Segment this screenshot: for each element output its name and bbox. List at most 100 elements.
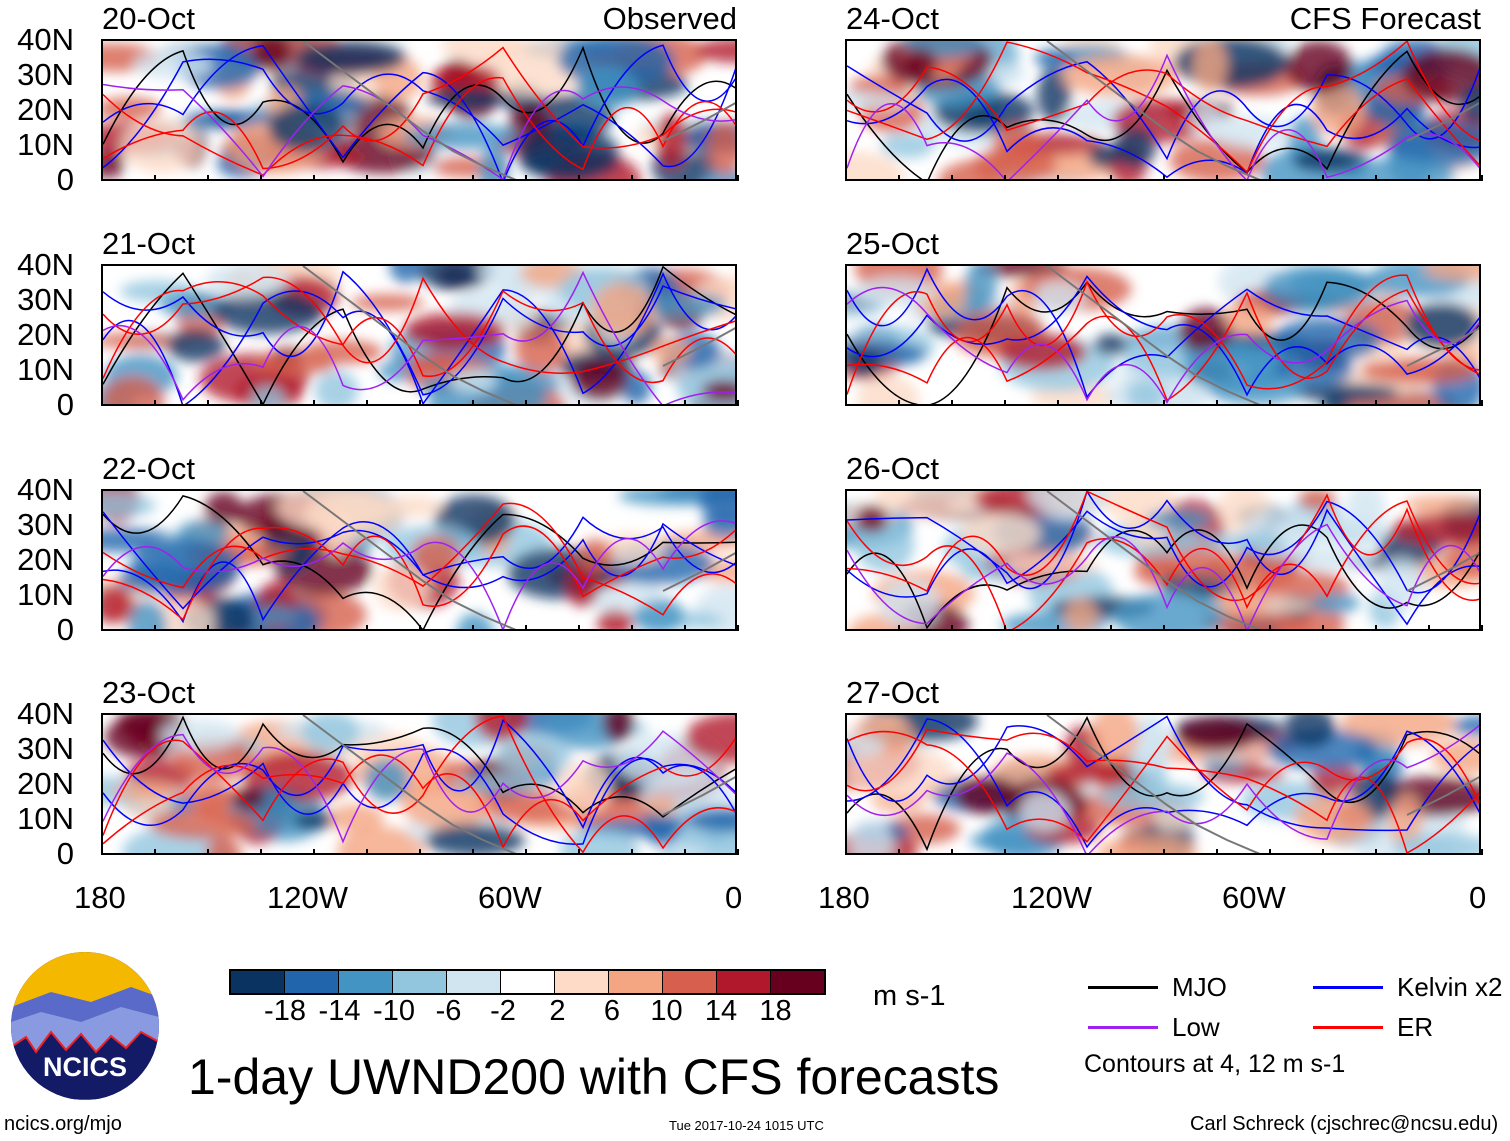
contour-line (103, 737, 735, 850)
panel-date: 21-Oct (102, 226, 196, 261)
wind-anomaly-blob (212, 289, 324, 334)
wind-anomaly-blob (707, 120, 735, 176)
lat-label: 0 (56, 387, 74, 422)
coastline (1046, 41, 1479, 179)
wind-anomaly-blob (847, 746, 954, 799)
lat-label: 10N (17, 577, 74, 612)
footer-author: Carl Schreck (cjschrec@ncsu.edu) (1190, 1113, 1499, 1135)
colorbar-swatch (663, 971, 717, 993)
lat-label: 20N (17, 766, 74, 801)
colorbar-label: -14 (318, 995, 361, 1027)
wind-anomaly-blob (1036, 67, 1072, 123)
wind-anomaly-blob (1452, 715, 1479, 736)
tick (1375, 849, 1377, 855)
lat-label: 30N (17, 731, 74, 766)
wind-anomaly-blob (1146, 509, 1212, 530)
contour-line (103, 730, 735, 844)
contour-line (847, 66, 1479, 166)
lat-label: 30N (17, 507, 74, 542)
wind-anomaly-blob (103, 97, 162, 121)
tick (1216, 625, 1218, 631)
contour-line (103, 270, 735, 396)
wind-anomaly-blob (1401, 48, 1479, 103)
lat-label: 30N (17, 282, 74, 317)
wind-anomaly-blob (1097, 834, 1198, 853)
tick (1481, 400, 1483, 406)
wind-anomaly-blob (699, 491, 735, 523)
panel-date: 22-Oct (102, 451, 196, 486)
column-title: CFS Forecast (1289, 1, 1481, 36)
wind-anomaly-blob (847, 150, 905, 179)
wind-anomaly-blob (1088, 144, 1120, 168)
contour-line (847, 500, 1479, 629)
wind-anomaly-blob (1311, 83, 1366, 137)
tick (207, 625, 209, 631)
panel-date: 24-Oct (846, 1, 940, 36)
tick (154, 625, 156, 631)
tick (207, 400, 209, 406)
contour-line (847, 274, 1479, 395)
wind-anomaly-blob (1046, 762, 1130, 784)
contour-line (847, 280, 1479, 404)
contour-line (847, 53, 1479, 179)
wind-anomaly-blob (231, 787, 267, 810)
contour-line (103, 525, 735, 621)
wind-anomaly-blob (373, 562, 430, 612)
wind-anomaly-blob (1126, 379, 1166, 404)
tick (898, 400, 900, 406)
tick (101, 849, 103, 855)
coastline (302, 491, 735, 629)
tick (898, 175, 900, 181)
wind-anomaly-blob (293, 811, 334, 831)
wind-anomaly-blob (1271, 318, 1382, 362)
tick (1322, 849, 1324, 855)
tick (419, 175, 421, 181)
colorbar-swatch (285, 971, 339, 993)
tick (525, 625, 527, 631)
panel-date: 27-Oct (846, 675, 940, 710)
colorbar-label: -10 (373, 995, 415, 1027)
legend-line (1088, 986, 1158, 989)
tick (1110, 175, 1112, 181)
panel-date: 25-Oct (846, 226, 940, 261)
wind-anomaly-blob (880, 132, 935, 159)
colorbar-swatch (393, 971, 447, 993)
wind-anomaly-blob (1178, 307, 1233, 354)
coastline (302, 715, 735, 853)
tick (1004, 400, 1006, 406)
tick (1375, 175, 1377, 181)
contour-line (103, 494, 735, 629)
legend-line (1088, 1026, 1158, 1029)
wind-anomaly-blob (133, 50, 213, 80)
wind-anomaly-blob (1310, 592, 1360, 614)
wind-anomaly-blob (959, 512, 1041, 555)
tick (737, 175, 739, 181)
contour-line (847, 728, 1479, 853)
tick (366, 400, 368, 406)
tick (1428, 175, 1430, 181)
wind-anomaly-blob (449, 368, 497, 394)
tick (313, 175, 315, 181)
tick (1057, 625, 1059, 631)
colorbar-swatch (609, 971, 663, 993)
wind-anomaly-blob (450, 774, 550, 794)
legend-note: Contours at 4, 12 m s-1 (1084, 1050, 1346, 1078)
tick (207, 175, 209, 181)
tick (313, 400, 315, 406)
lat-label: 10N (17, 801, 74, 836)
colorbar-swatch (339, 971, 393, 993)
contour-line (103, 44, 735, 179)
coastline (302, 41, 735, 179)
tick (419, 400, 421, 406)
tick (472, 400, 474, 406)
map-panel (845, 713, 1481, 855)
wind-anomaly-blob (1404, 302, 1479, 349)
tick (845, 175, 847, 181)
tick (525, 175, 527, 181)
lon-label: 60W (478, 880, 542, 915)
tick (631, 625, 633, 631)
contour-line (103, 715, 735, 818)
tick (419, 849, 421, 855)
lon-label: 120W (1011, 880, 1092, 915)
lat-label: 40N (17, 472, 74, 507)
